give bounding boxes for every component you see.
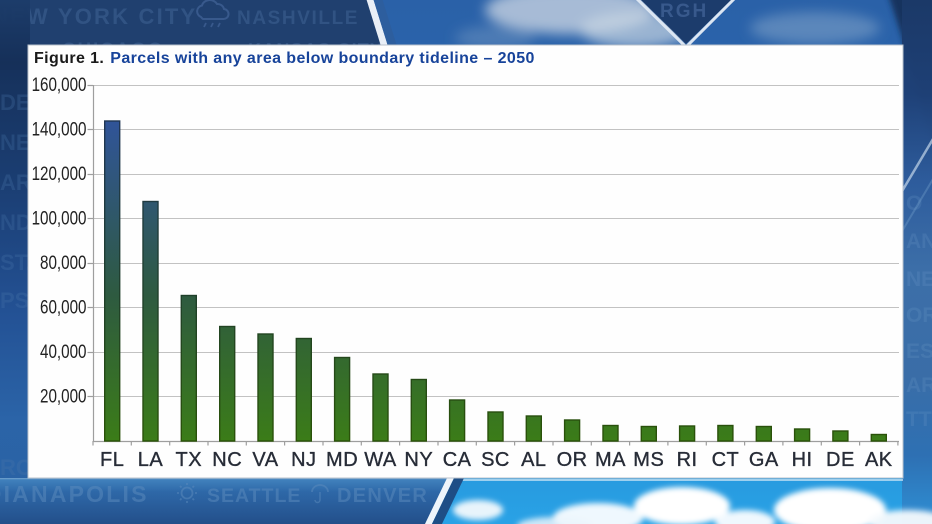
svg-text:TT: TT xyxy=(906,408,932,431)
svg-text:RI: RI xyxy=(677,449,698,471)
svg-text:160,000: 160,000 xyxy=(32,73,87,95)
svg-text:80,000: 80,000 xyxy=(40,251,87,273)
svg-text:VA: VA xyxy=(252,449,278,471)
svg-text:140,000: 140,000 xyxy=(32,118,87,140)
svg-text:AN: AN xyxy=(906,230,932,253)
svg-text:AK: AK xyxy=(865,449,893,471)
svg-text:SEATTLE: SEATTLE xyxy=(207,485,301,507)
svg-text:120,000: 120,000 xyxy=(32,162,87,184)
svg-text:MD: MD xyxy=(326,449,358,471)
svg-text:100,000: 100,000 xyxy=(32,207,87,229)
svg-text:GA: GA xyxy=(749,449,779,471)
svg-text:LA: LA xyxy=(138,449,164,471)
svg-text:HI: HI xyxy=(792,449,813,471)
svg-text:NDIANAPOLIS: NDIANAPOLIS xyxy=(0,481,149,507)
svg-text:ARI: ARI xyxy=(906,374,932,397)
svg-text:RGH: RGH xyxy=(660,1,708,22)
svg-text:PS: PS xyxy=(0,288,29,313)
svg-text:WA: WA xyxy=(364,449,397,471)
svg-text:DE: DE xyxy=(826,449,855,471)
svg-text:FL: FL xyxy=(100,449,124,471)
svg-text:Figure 1.Parcels with any area: Figure 1. Parcels with any area below bou… xyxy=(34,50,535,67)
svg-text:SC: SC xyxy=(481,449,510,471)
svg-text:TX: TX xyxy=(176,449,203,471)
svg-text:DENVER: DENVER xyxy=(337,485,428,507)
svg-text:ST.: ST. xyxy=(0,250,32,275)
svg-text:NE: NE xyxy=(0,130,31,155)
svg-text:ND: ND xyxy=(0,210,32,235)
svg-text:OR: OR xyxy=(557,449,588,471)
svg-text:CT: CT xyxy=(712,449,740,471)
svg-text:MA: MA xyxy=(595,449,626,471)
svg-text:NY: NY xyxy=(404,449,433,471)
svg-text:40,000: 40,000 xyxy=(40,340,87,362)
svg-text:NASHVILLE: NASHVILLE xyxy=(237,8,359,29)
svg-text:O: O xyxy=(906,192,922,215)
svg-text:NJ: NJ xyxy=(291,449,316,471)
svg-text:60,000: 60,000 xyxy=(40,296,87,318)
svg-text:ES: ES xyxy=(906,340,932,363)
svg-text:MS: MS xyxy=(633,449,664,471)
svg-text:CA: CA xyxy=(443,449,472,471)
svg-text:NE: NE xyxy=(906,268,932,291)
svg-text:NEW YORK CITY: NEW YORK CITY xyxy=(0,4,197,29)
svg-text:20,000: 20,000 xyxy=(40,385,87,407)
svg-text:OR: OR xyxy=(906,304,932,327)
svg-text:NC: NC xyxy=(212,449,242,471)
svg-text:AL: AL xyxy=(521,449,546,471)
